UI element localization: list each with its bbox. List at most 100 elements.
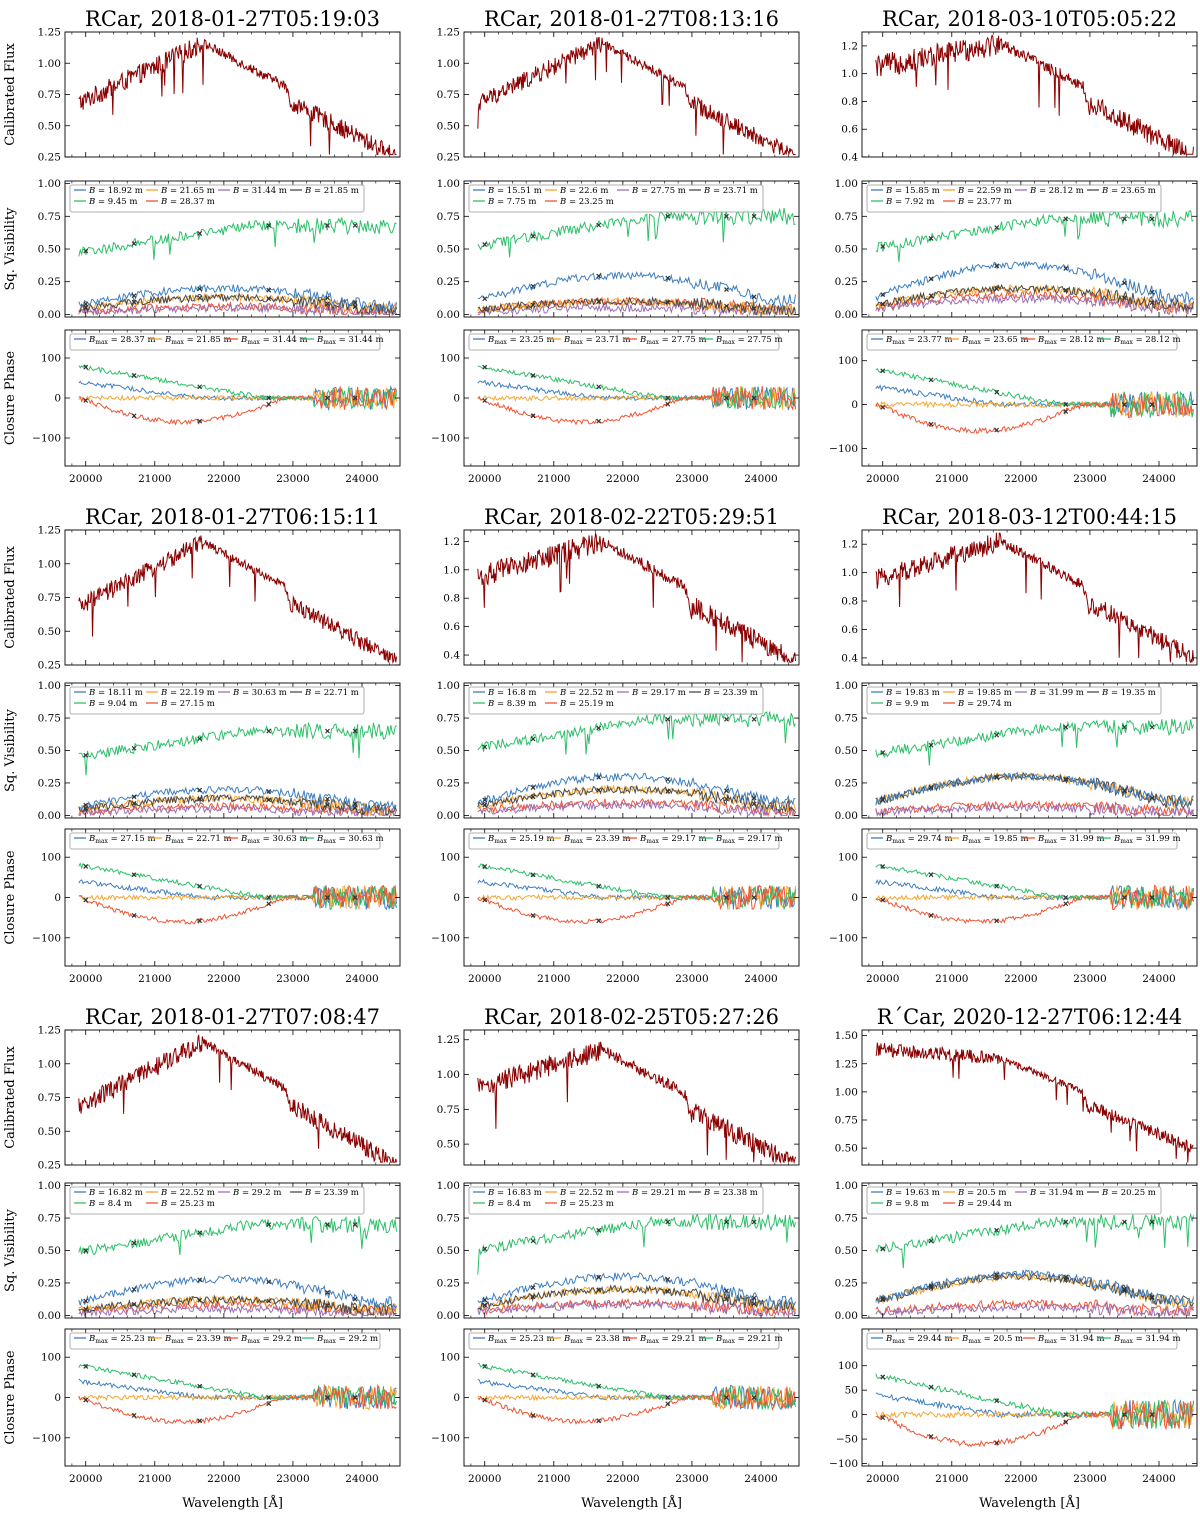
y-tick-label: −100 bbox=[431, 1432, 460, 1444]
legend-entry-label: B = 15.85 m bbox=[885, 186, 940, 196]
y-tick-label: 0.75 bbox=[38, 592, 61, 604]
y-tick-label: 1.00 bbox=[835, 1086, 858, 1098]
legend-entry-label: B = 25.19 m bbox=[559, 699, 614, 709]
plot-frame-flux-3 bbox=[64, 529, 401, 666]
panel-title: R´Car, 2020-12-27T06:12:44 bbox=[877, 1005, 1182, 1029]
vis-marker bbox=[1122, 1288, 1127, 1294]
vis-marker bbox=[928, 276, 934, 282]
vis-marker bbox=[751, 1301, 757, 1307]
vis-series-line bbox=[875, 260, 1194, 304]
vis-marker bbox=[83, 802, 89, 808]
panel-title: RCar, 2018-01-27T08:13:16 bbox=[484, 7, 779, 31]
vis-marker bbox=[994, 732, 1000, 738]
cp-series-line bbox=[477, 385, 796, 410]
vis-marker bbox=[325, 728, 330, 734]
vis-marker bbox=[530, 1294, 536, 1300]
cp-marker bbox=[325, 1395, 330, 1400]
x-tick-label: 22000 bbox=[1004, 973, 1037, 985]
y-tick-label: 1.00 bbox=[437, 178, 460, 190]
y-tick-label: 1.00 bbox=[437, 58, 460, 70]
legend-entry-label: Bmax = 23.39 m bbox=[164, 1334, 232, 1345]
cp-marker bbox=[131, 1372, 137, 1378]
vis-marker bbox=[665, 299, 671, 305]
legend-entry-label: B = 31.99 m bbox=[1029, 688, 1084, 698]
vis-series-line bbox=[477, 295, 796, 317]
vis-marker bbox=[352, 300, 358, 306]
vis-marker bbox=[352, 223, 358, 228]
vis-marker bbox=[880, 1297, 886, 1303]
legend-entry-label: Bmax = 31.99 m bbox=[1113, 834, 1181, 845]
y-tick-label: 0.8 bbox=[841, 596, 858, 608]
y-axis-label-vis: Sq. Visibility bbox=[3, 207, 18, 291]
x-tick-label: 24000 bbox=[345, 473, 378, 485]
y-tick-label: 0.50 bbox=[38, 1245, 61, 1257]
legend-entry-label: B = 21.65 m bbox=[160, 186, 215, 196]
y-tick-label: 0.00 bbox=[437, 309, 460, 321]
y-tick-label: 1.00 bbox=[835, 680, 858, 692]
cp-marker bbox=[482, 864, 488, 869]
vis-marker bbox=[1149, 289, 1155, 295]
vis-marker bbox=[1149, 795, 1155, 801]
vis-marker bbox=[266, 728, 272, 734]
x-tick-label: 22000 bbox=[606, 473, 639, 485]
cp-series-line bbox=[477, 1362, 796, 1411]
cp-marker bbox=[1063, 1419, 1069, 1425]
y-tick-label: 0.25 bbox=[38, 1160, 61, 1172]
vis-marker bbox=[1149, 216, 1155, 222]
y-tick-label: 1.00 bbox=[437, 680, 460, 692]
y-tick-label: −100 bbox=[829, 443, 858, 455]
vis-marker bbox=[724, 303, 729, 309]
cp-marker bbox=[482, 364, 488, 370]
vis-marker bbox=[1122, 1286, 1127, 1292]
vis-series-line bbox=[875, 771, 1194, 810]
cp-series-line bbox=[78, 862, 397, 911]
cp-marker bbox=[266, 1395, 272, 1400]
y-tick-label: 0 bbox=[851, 399, 858, 411]
y-tick-label: 1.25 bbox=[38, 27, 61, 39]
vis-marker bbox=[665, 1276, 671, 1282]
x-axis-label: Wavelength [Å] bbox=[182, 1495, 283, 1511]
x-tick-label: 22000 bbox=[1004, 473, 1037, 485]
x-tick-label: 20000 bbox=[69, 473, 102, 485]
x-tick-label: 24000 bbox=[1142, 1473, 1175, 1485]
y-tick-label: 0.75 bbox=[437, 211, 460, 223]
y-tick-label: 0.00 bbox=[835, 810, 858, 822]
y-tick-label: 1.25 bbox=[38, 525, 61, 537]
vis-marker bbox=[751, 716, 757, 722]
plot-frame-flux-6 bbox=[64, 1029, 401, 1166]
x-tick-label: 23000 bbox=[276, 973, 309, 985]
legend-entry-label: B = 16.8 m bbox=[487, 688, 536, 698]
cp-marker bbox=[751, 395, 757, 401]
y-tick-label: 1.00 bbox=[835, 1180, 858, 1192]
vis-series-line bbox=[78, 794, 397, 816]
cp-marker bbox=[83, 1397, 89, 1403]
cp-series-line bbox=[477, 885, 796, 910]
y-tick-label: −100 bbox=[32, 932, 61, 944]
cp-marker bbox=[1122, 895, 1127, 900]
cp-marker bbox=[994, 918, 1000, 924]
x-tick-label: 21000 bbox=[138, 1473, 171, 1485]
cp-marker bbox=[994, 883, 1000, 889]
y-tick-label: 0.50 bbox=[835, 1143, 858, 1155]
x-tick-label: 22000 bbox=[1004, 1473, 1037, 1485]
legend-entry-label: B = 29.17 m bbox=[631, 688, 686, 698]
cp-marker bbox=[994, 389, 1000, 395]
cp-series-line bbox=[78, 1385, 397, 1411]
legend-entry-label: B = 9.9 m bbox=[885, 699, 929, 709]
cp-marker bbox=[482, 1397, 488, 1403]
x-tick-label: 24000 bbox=[345, 973, 378, 985]
flux-series-line bbox=[477, 36, 796, 155]
legend-entry-label: Bmax = 23.38 m bbox=[563, 1334, 631, 1345]
legend-entry-label: B = 31.94 m bbox=[1029, 1188, 1084, 1198]
cp-marker bbox=[530, 1413, 536, 1418]
y-tick-label: −100 bbox=[32, 1432, 61, 1444]
vis-series-line bbox=[78, 1299, 397, 1318]
vis-marker bbox=[530, 785, 536, 790]
panel-title: RCar, 2018-01-27T07:08:47 bbox=[85, 1005, 380, 1029]
cp-marker bbox=[197, 1418, 203, 1424]
flux-series-line bbox=[875, 1042, 1194, 1163]
x-tick-label: 21000 bbox=[935, 1473, 968, 1485]
cp-marker bbox=[596, 1383, 602, 1389]
x-axis-label: Wavelength [Å] bbox=[979, 1495, 1080, 1511]
x-tick-label: 24000 bbox=[744, 973, 777, 985]
